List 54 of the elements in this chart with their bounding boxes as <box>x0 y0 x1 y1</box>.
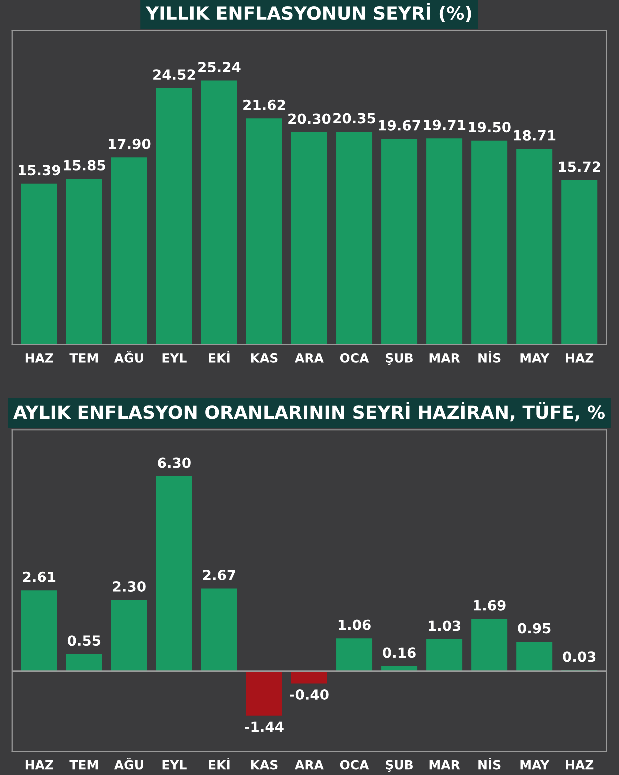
x-tick-label: NİS <box>478 758 501 770</box>
x-tick-label: KAS <box>251 353 278 363</box>
x-tick-label: HAZ <box>566 354 594 363</box>
x-tick-label: TEM <box>70 354 98 363</box>
x-tick-label: HAZ <box>26 354 54 363</box>
data-label: 2.30 <box>113 581 146 592</box>
data-label: 19.50 <box>469 122 511 133</box>
data-label: 25.24 <box>198 62 241 73</box>
data-label: 1.06 <box>338 620 371 630</box>
x-tick-label: KAS <box>251 760 278 770</box>
data-label: 18.71 <box>514 130 556 141</box>
x-tick-label: TEM <box>70 760 98 770</box>
x-tick-label: MAR <box>430 760 460 770</box>
data-label: 19.71 <box>424 120 466 130</box>
chart-title: YILLIK ENFLASYONUN SEYRİ (%) <box>146 3 472 22</box>
data-label: 2.61 <box>23 572 56 582</box>
data-label: 6.30 <box>158 458 191 468</box>
data-label: 0.03 <box>563 652 596 662</box>
data-label: 15.39 <box>18 165 60 176</box>
data-label: 0.55 <box>68 636 101 646</box>
x-tick-label: ŞUB <box>386 353 413 366</box>
x-tick-label: HAZ <box>566 760 594 770</box>
data-label: 20.30 <box>288 114 331 124</box>
data-label: -1.44 <box>245 722 284 732</box>
x-tick-label: EKİ <box>209 351 230 363</box>
x-tick-label: EKİ <box>209 758 230 770</box>
data-label: 19.67 <box>379 120 420 131</box>
data-label: 1.69 <box>474 600 506 611</box>
x-tick-label: OCA <box>340 353 370 363</box>
data-label: 2.67 <box>203 570 236 581</box>
data-label: -0.40 <box>290 690 329 700</box>
x-tick-label: HAZ <box>26 760 54 770</box>
data-label: 24.52 <box>154 70 196 80</box>
data-label: 1.03 <box>428 620 461 632</box>
x-tick-label: NİS <box>478 351 501 363</box>
x-tick-label: MAY <box>520 354 550 363</box>
data-label: 15.85 <box>64 160 106 171</box>
x-tick-label: ARA <box>295 760 324 770</box>
x-tick-label: OCA <box>340 760 370 770</box>
data-label: 0.16 <box>383 648 416 658</box>
data-label: 17.90 <box>109 138 151 150</box>
data-label: 0.95 <box>518 623 551 634</box>
x-tick-label: MAY <box>520 760 550 770</box>
chart-title: AYLIK ENFLASYON ORANLARININ SEYRİ HAZİRAN, TÜFE, % <box>14 402 605 422</box>
data-label: 20.35 <box>334 113 376 124</box>
x-tick-label: ŞUB <box>386 760 413 772</box>
x-tick-label: ARA <box>295 354 324 363</box>
data-label: 15.72 <box>559 162 600 172</box>
data-label: 21.62 <box>244 100 286 110</box>
x-tick-label: MAR <box>430 354 460 363</box>
x-tick-label: EYL <box>162 760 187 770</box>
x-tick-label: EYL <box>162 354 187 363</box>
x-tick-label: AĞU <box>114 758 144 770</box>
x-tick-label: AĞU <box>114 351 144 363</box>
